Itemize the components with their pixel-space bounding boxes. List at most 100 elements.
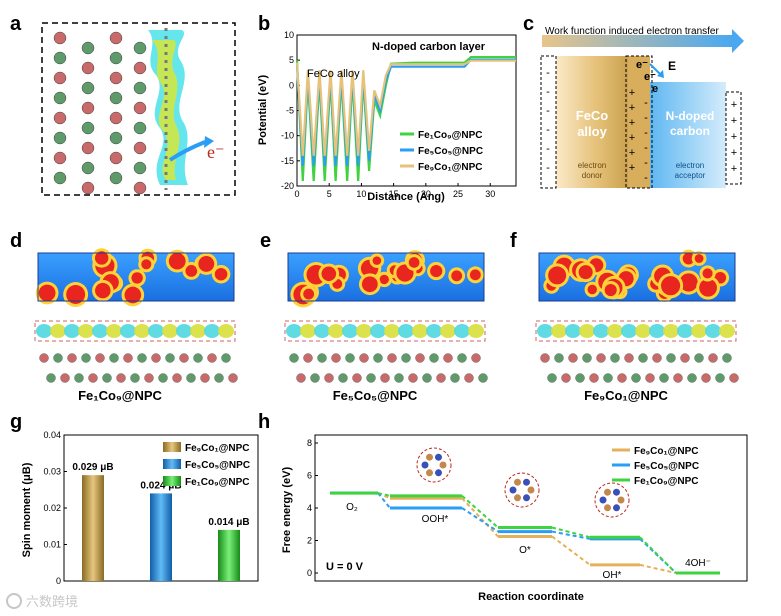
density-spot	[694, 254, 704, 263]
fe-atom	[624, 353, 634, 363]
potential-condition: U = 0 V	[326, 561, 364, 573]
charge-lobe	[454, 324, 470, 338]
y-tick-label-h: 2	[307, 536, 312, 546]
density-spot	[124, 286, 142, 304]
density-spot	[38, 284, 56, 302]
step-label: O₂	[346, 502, 358, 513]
legend-label-h: Fe₁Co₉@NPC	[634, 476, 699, 487]
inset-atom	[527, 486, 535, 494]
density-spot	[198, 255, 215, 272]
inset-atom	[617, 496, 625, 504]
bar-g	[82, 475, 104, 581]
co-atom	[193, 353, 203, 363]
annotation-feco-alloy: FeCo alloy	[307, 68, 360, 80]
inset-atom	[613, 488, 620, 496]
co-atom	[53, 353, 63, 363]
electron-c-1: e⁻	[636, 59, 648, 71]
charge-lobe	[300, 324, 316, 338]
electron-transfer-arrow	[168, 140, 206, 162]
fe-atom	[464, 373, 474, 383]
legend-label-g: Fe₁Co₉@NPC	[185, 477, 250, 488]
charge-lobe	[134, 324, 150, 338]
fe-atom	[53, 31, 67, 45]
minus-sign: -	[644, 142, 648, 154]
fe-atom	[443, 353, 453, 363]
plus-sign: +	[629, 162, 635, 174]
inset-atom	[509, 486, 517, 494]
bar-value-label-g: 0.029 μB	[72, 462, 113, 473]
interface-highlight-box	[284, 320, 486, 342]
fe-atom	[701, 373, 711, 383]
charge-lobe	[106, 324, 122, 338]
annotation-n-doped-layer: N-doped carbon layer	[372, 41, 486, 53]
minus-sign: -	[546, 143, 550, 155]
density-spot	[95, 282, 111, 299]
legend-swatch-g	[163, 459, 181, 469]
density-spot	[604, 283, 617, 297]
panel-label-b: b	[258, 13, 270, 35]
alloy-block	[556, 56, 628, 188]
density-spot	[379, 274, 389, 285]
charge-lobe	[50, 324, 66, 338]
charge-density-panels	[34, 248, 739, 383]
fe-atom	[144, 373, 154, 383]
inset-atom	[439, 461, 447, 469]
co-atom	[46, 373, 56, 383]
plus-sign: +	[629, 132, 635, 144]
x-tick-label-b: 30	[485, 189, 495, 199]
plus-sign: +	[731, 131, 737, 143]
alloy-sub-2: donor	[582, 171, 603, 180]
charge-lobe	[356, 324, 372, 338]
inset-atom	[604, 488, 611, 496]
co-atom	[81, 353, 91, 363]
fe-atom	[352, 373, 362, 383]
energy-connector	[377, 492, 391, 509]
plus-sign: +	[629, 102, 635, 114]
bar-value-label-g: 0.024 μB	[140, 480, 181, 491]
co-atom	[221, 353, 231, 363]
inset-atom	[435, 453, 442, 461]
carbon-sub-1: electron	[676, 161, 704, 170]
plus-sign: +	[731, 147, 737, 159]
electron-c-2: e⁻	[644, 71, 656, 83]
y-tick-label-b: 5	[289, 55, 294, 65]
co-atom	[137, 353, 147, 363]
y-tick-label-b: -20	[281, 181, 294, 191]
charge-lobe	[468, 324, 484, 338]
y-tick-label-b: -5	[286, 106, 294, 116]
density-spot	[131, 272, 143, 284]
fe-atom	[109, 31, 123, 45]
fe-atom	[95, 353, 105, 363]
fe-atom	[116, 373, 126, 383]
co-atom	[722, 353, 732, 363]
fe-atom	[540, 353, 550, 363]
density-spot	[682, 252, 695, 265]
density-spot	[185, 264, 198, 277]
fe-atom	[133, 61, 147, 75]
title-f: Fe₉Co₁@NPC	[584, 388, 668, 403]
fe-atom	[645, 373, 655, 383]
co-atom	[53, 171, 67, 185]
y-axis-label-b: Potential (eV)	[257, 75, 269, 146]
density-spot	[168, 252, 186, 270]
charge-lobe	[719, 324, 735, 338]
density-spot	[372, 256, 382, 265]
field-arrow	[649, 63, 661, 75]
fe-atom	[708, 353, 718, 363]
co-atom	[394, 373, 404, 383]
co-atom	[610, 353, 620, 363]
x-tick-label-b: 10	[356, 189, 366, 199]
charge-lobe	[677, 324, 693, 338]
density-map-frame	[538, 252, 736, 302]
co-atom	[429, 353, 439, 363]
transfer-arrow-bar	[542, 35, 732, 47]
co-atom	[130, 373, 140, 383]
charge-lobe	[204, 324, 220, 338]
co-atom	[109, 353, 119, 363]
step-label: OH*	[603, 570, 622, 581]
charge-lobe	[36, 324, 52, 338]
co-atom	[317, 353, 327, 363]
charge-lobe	[370, 324, 386, 338]
y-axis-label-h: Free energy (eV)	[281, 467, 293, 554]
